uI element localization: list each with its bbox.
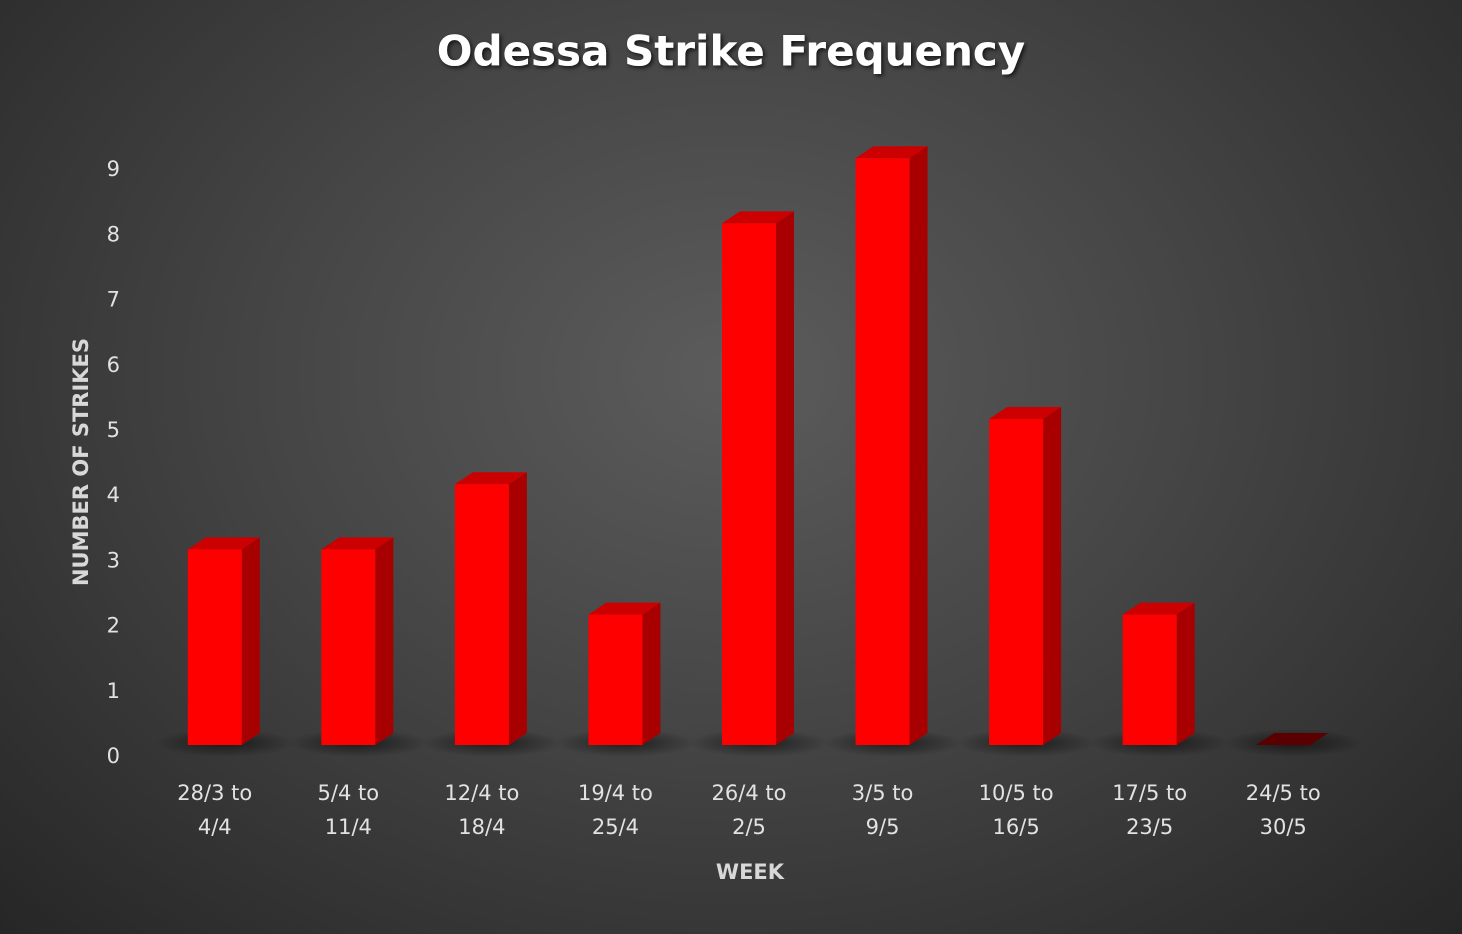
bar: [588, 602, 661, 745]
y-tick-label: 1: [107, 679, 120, 703]
bar-top: [1122, 602, 1195, 615]
x-tick-label: 24/5 to 30/5: [1245, 781, 1321, 839]
bar-side: [508, 472, 527, 745]
bar-front: [321, 549, 376, 745]
bar: [722, 211, 794, 745]
bar-side: [1176, 602, 1195, 745]
y-tick-label: 4: [107, 483, 120, 507]
bar-front: [989, 419, 1044, 745]
bar-top: [855, 146, 928, 159]
y-tick-label: 2: [107, 614, 120, 638]
bar-front: [187, 549, 242, 745]
bar-top: [588, 602, 661, 615]
bar-top: [1256, 733, 1329, 745]
bar: [321, 537, 394, 745]
x-tick-label: 5/4 to 11/4: [317, 781, 380, 839]
x-tick-label: 10/5 to 16/5: [978, 781, 1054, 839]
bar-front: [855, 158, 910, 745]
chart-title: Odessa Strike Frequency: [437, 27, 1025, 76]
bar-top: [321, 537, 394, 550]
y-tick-label: 7: [107, 288, 120, 312]
bar-top: [187, 537, 260, 550]
x-tick-label: 17/5 to 23/5: [1112, 781, 1188, 839]
bar: [454, 472, 527, 745]
y-tick-label: 5: [107, 418, 120, 442]
bar-top: [989, 407, 1062, 419]
x-axis-title: WEEK: [716, 860, 785, 884]
x-tick-label: 3/5 to 9/5: [851, 781, 914, 839]
y-tick-label: 8: [107, 222, 120, 246]
bar: [855, 146, 928, 745]
x-tick-label: 28/3 to 4/4: [177, 781, 253, 839]
x-tick-label: 19/4 to 25/4: [577, 781, 653, 839]
bar: [1122, 602, 1195, 745]
bar-top: [722, 211, 794, 224]
bar-side: [776, 211, 794, 745]
bar-front: [1122, 614, 1177, 745]
bar-side: [375, 537, 394, 745]
y-tick-label: 6: [107, 353, 120, 377]
bar-top: [454, 472, 527, 485]
bar-side: [1043, 407, 1062, 745]
y-axis-title: NUMBER OF STRIKES: [69, 338, 93, 586]
x-tick-label: 12/4 to 18/4: [444, 781, 520, 839]
bar-side: [642, 602, 661, 745]
y-tick-label: 9: [107, 157, 120, 181]
bar-side: [241, 537, 260, 745]
bar: [989, 407, 1062, 745]
bar-side: [909, 146, 928, 745]
bar-front: [588, 614, 643, 745]
y-tick-label: 0: [107, 744, 120, 768]
bar-front: [454, 484, 509, 745]
y-tick-label: 3: [107, 548, 120, 572]
bar-front: [722, 223, 776, 745]
bar: [1256, 733, 1329, 745]
bar: [187, 537, 260, 745]
x-tick-label: 26/4 to 2/5: [711, 781, 787, 839]
